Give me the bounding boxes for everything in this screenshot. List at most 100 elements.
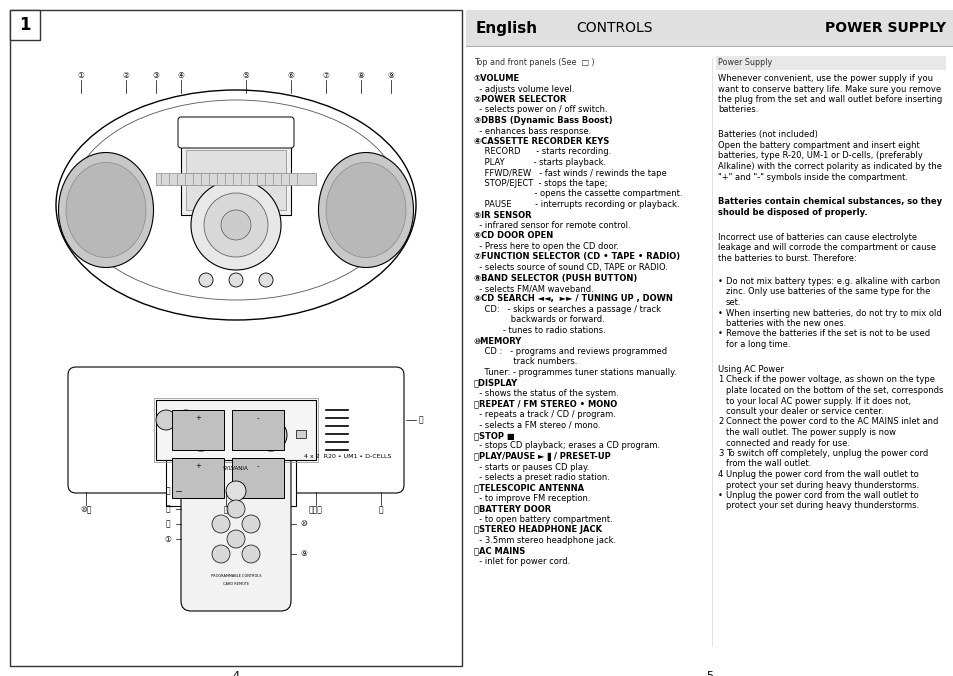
- Text: should be disposed of properly.: should be disposed of properly.: [718, 208, 866, 217]
- Text: RECORD      - starts recording.: RECORD - starts recording.: [474, 147, 611, 157]
- Text: ⑫REPEAT / FM STEREO • MONO: ⑫REPEAT / FM STEREO • MONO: [474, 400, 617, 408]
- Bar: [10, 10, 40, 40]
- Text: - to improve FM reception.: - to improve FM reception.: [474, 494, 590, 503]
- FancyBboxPatch shape: [178, 117, 294, 148]
- Text: ⑦: ⑦: [322, 70, 329, 80]
- Text: ⑩: ⑩: [300, 519, 307, 529]
- Bar: [465, 10, 953, 46]
- Text: connected and ready for use.: connected and ready for use.: [725, 439, 849, 448]
- Text: plate located on the bottom of the set, corresponds: plate located on the bottom of the set, …: [725, 386, 943, 395]
- Circle shape: [242, 545, 260, 563]
- Text: - stops CD playback; erases a CD program.: - stops CD playback; erases a CD program…: [474, 441, 659, 450]
- Text: ①VOLUME: ①VOLUME: [474, 74, 519, 83]
- Text: Batteries contain chemical substances, so they: Batteries contain chemical substances, s…: [718, 197, 942, 206]
- Circle shape: [263, 427, 278, 443]
- Text: - 3.5mm stereo headphone jack.: - 3.5mm stereo headphone jack.: [474, 536, 616, 545]
- FancyBboxPatch shape: [181, 436, 291, 611]
- Text: To switch off completely, unplug the power cord: To switch off completely, unplug the pow…: [725, 449, 927, 458]
- Text: 5: 5: [706, 671, 713, 676]
- Text: SYLVANIA: SYLVANIA: [223, 466, 249, 470]
- Text: the plug from the set and wall outlet before inserting: the plug from the set and wall outlet be…: [718, 95, 942, 104]
- Circle shape: [185, 419, 216, 451]
- Text: ④CASSETTE RECORDER KEYS: ④CASSETTE RECORDER KEYS: [474, 137, 609, 146]
- Text: batteries.: batteries.: [718, 105, 758, 114]
- Circle shape: [199, 273, 213, 287]
- Text: for a long time.: for a long time.: [725, 340, 790, 349]
- Text: ⑧: ⑧: [357, 70, 364, 80]
- Bar: [153, 398, 317, 462]
- Text: ⑨: ⑨: [300, 550, 307, 558]
- Text: Using AC Power: Using AC Power: [718, 365, 783, 374]
- Text: - selects a preset radio station.: - selects a preset radio station.: [474, 473, 609, 482]
- Text: ⑯BATTERY DOOR: ⑯BATTERY DOOR: [474, 504, 551, 514]
- Bar: [156, 400, 315, 460]
- Text: ⑤IR SENSOR: ⑤IR SENSOR: [474, 210, 531, 220]
- Text: - shows the status of the system.: - shows the status of the system.: [474, 389, 618, 398]
- Bar: [716, 56, 945, 70]
- Text: •: •: [718, 491, 722, 500]
- Text: batteries, type R-20, UM-1 or D-cells, (preferably: batteries, type R-20, UM-1 or D-cells, (…: [718, 151, 922, 160]
- Text: Whenever convenient, use the power supply if you: Whenever convenient, use the power suppl…: [718, 74, 932, 83]
- Text: - enhances bass response.: - enhances bass response.: [474, 126, 591, 135]
- Text: the batteries to burst. Therefore:: the batteries to burst. Therefore:: [718, 254, 856, 263]
- Bar: [172, 458, 224, 498]
- Text: to your local AC power supply. If it does not,: to your local AC power supply. If it doe…: [725, 397, 910, 406]
- Text: Top and front panels (See  □ ): Top and front panels (See □ ): [474, 58, 594, 67]
- Text: ⑨CD SEARCH ◄◄,  ►► / TUNING UP , DOWN: ⑨CD SEARCH ◄◄, ►► / TUNING UP , DOWN: [474, 295, 672, 304]
- Text: Incorrect use of batteries can cause electrolyte: Incorrect use of batteries can cause ele…: [718, 233, 916, 242]
- Text: English: English: [476, 20, 537, 36]
- Text: PLAY           - starts playback.: PLAY - starts playback.: [474, 158, 605, 167]
- Text: ⑥: ⑥: [287, 70, 294, 80]
- Text: - starts or pauses CD play.: - starts or pauses CD play.: [474, 462, 589, 471]
- Text: STOP/EJECT  - stops the tape;: STOP/EJECT - stops the tape;: [474, 179, 607, 188]
- Text: want to conserve battery life. Make sure you remove: want to conserve battery life. Make sure…: [718, 84, 941, 93]
- Circle shape: [227, 530, 245, 548]
- Circle shape: [175, 410, 195, 430]
- Circle shape: [193, 427, 209, 443]
- Text: ⑭: ⑭: [166, 487, 171, 496]
- Text: - opens the cassette compartment.: - opens the cassette compartment.: [474, 189, 681, 199]
- Circle shape: [156, 410, 175, 430]
- Ellipse shape: [326, 162, 406, 258]
- Text: from the wall outlet.: from the wall outlet.: [725, 460, 810, 468]
- Circle shape: [258, 273, 273, 287]
- Circle shape: [254, 419, 287, 451]
- Text: ①: ①: [164, 535, 172, 544]
- Circle shape: [226, 481, 246, 501]
- Bar: [156, 173, 315, 185]
- Text: Batteries (not included): Batteries (not included): [718, 130, 817, 139]
- Text: Open the battery compartment and insert eight: Open the battery compartment and insert …: [718, 141, 919, 150]
- Text: ④: ④: [177, 70, 184, 80]
- Text: - Press here to open the CD door.: - Press here to open the CD door.: [474, 242, 618, 251]
- Text: the wall outlet. The power supply is now: the wall outlet. The power supply is now: [725, 428, 895, 437]
- Text: 4: 4: [718, 470, 722, 479]
- Text: protect your set during heavy thunderstorms.: protect your set during heavy thundersto…: [725, 502, 918, 510]
- FancyBboxPatch shape: [68, 367, 403, 493]
- Ellipse shape: [66, 162, 146, 258]
- Text: ⒰STEREO HEADPHONE JACK: ⒰STEREO HEADPHONE JACK: [474, 525, 601, 535]
- Text: ⑪DISPLAY: ⑪DISPLAY: [474, 379, 517, 387]
- Text: ⑩MEMORY: ⑩MEMORY: [474, 337, 521, 345]
- Text: Do not mix battery types: e.g. alkaline with carbon: Do not mix battery types: e.g. alkaline …: [725, 277, 940, 286]
- Text: ⑬⑭⑮: ⑬⑭⑮: [309, 506, 323, 514]
- Text: ⑤: ⑤: [242, 70, 249, 80]
- Text: ⑮: ⑮: [166, 504, 171, 514]
- Ellipse shape: [58, 153, 153, 268]
- Text: PROGRAMMABLE CONTROLS: PROGRAMMABLE CONTROLS: [211, 574, 261, 578]
- Circle shape: [212, 515, 230, 533]
- Ellipse shape: [56, 90, 416, 320]
- Text: Connect the power cord to the AC MAINS inlet and: Connect the power cord to the AC MAINS i…: [725, 418, 938, 427]
- Text: CD :   - programs and reviews programmed: CD : - programs and reviews programmed: [474, 347, 666, 356]
- Circle shape: [229, 273, 243, 287]
- Text: ⑯: ⑯: [166, 519, 171, 529]
- Text: POWER SUPPLY: POWER SUPPLY: [824, 21, 945, 35]
- Text: ③: ③: [152, 70, 159, 80]
- Text: set.: set.: [725, 298, 740, 307]
- Bar: [181, 145, 291, 215]
- Text: ⑭PLAY/PAUSE ►▐ / PRESET-UP: ⑭PLAY/PAUSE ►▐ / PRESET-UP: [474, 452, 610, 461]
- Text: protect your set during heavy thunderstorms.: protect your set during heavy thundersto…: [725, 481, 918, 489]
- Text: Unplug the power cord from the wall outlet to: Unplug the power cord from the wall outl…: [725, 470, 918, 479]
- Text: - repeats a track / CD / program.: - repeats a track / CD / program.: [474, 410, 616, 419]
- Text: zinc. Only use batteries of the same type for the: zinc. Only use batteries of the same typ…: [725, 287, 929, 297]
- Text: FFWD/REW   - fast winds / rewinds the tape: FFWD/REW - fast winds / rewinds the tape: [474, 168, 666, 178]
